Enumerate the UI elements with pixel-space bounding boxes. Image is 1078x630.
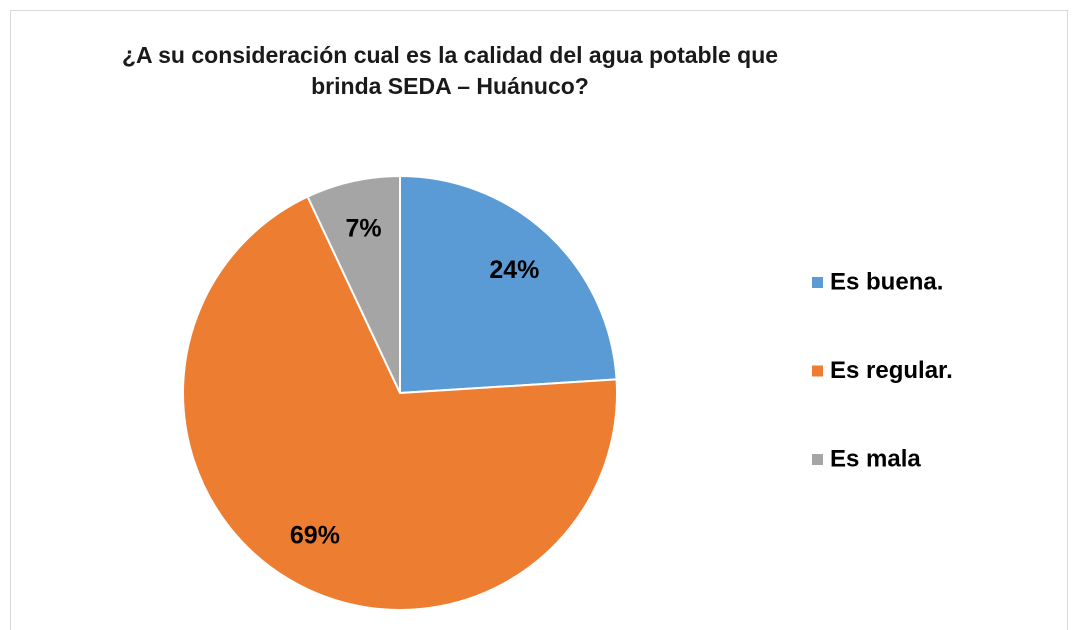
legend-label: Es mala bbox=[830, 445, 921, 472]
chart-title: ¿A su consideración cual es la calidad d… bbox=[121, 42, 779, 99]
pie-slice bbox=[306, 174, 401, 394]
legend-marker bbox=[812, 454, 823, 465]
legend-label: Es buena. bbox=[830, 268, 943, 295]
legend-label: Es regular. bbox=[830, 357, 953, 384]
data-label: 24% bbox=[489, 256, 539, 284]
pie-slice bbox=[399, 174, 618, 395]
pie-slice bbox=[182, 195, 618, 611]
legend-marker bbox=[812, 277, 823, 288]
legend-marker bbox=[812, 365, 823, 377]
chart-frame bbox=[10, 10, 1068, 630]
data-label: 69% bbox=[290, 521, 340, 549]
data-label: 7% bbox=[345, 215, 381, 243]
